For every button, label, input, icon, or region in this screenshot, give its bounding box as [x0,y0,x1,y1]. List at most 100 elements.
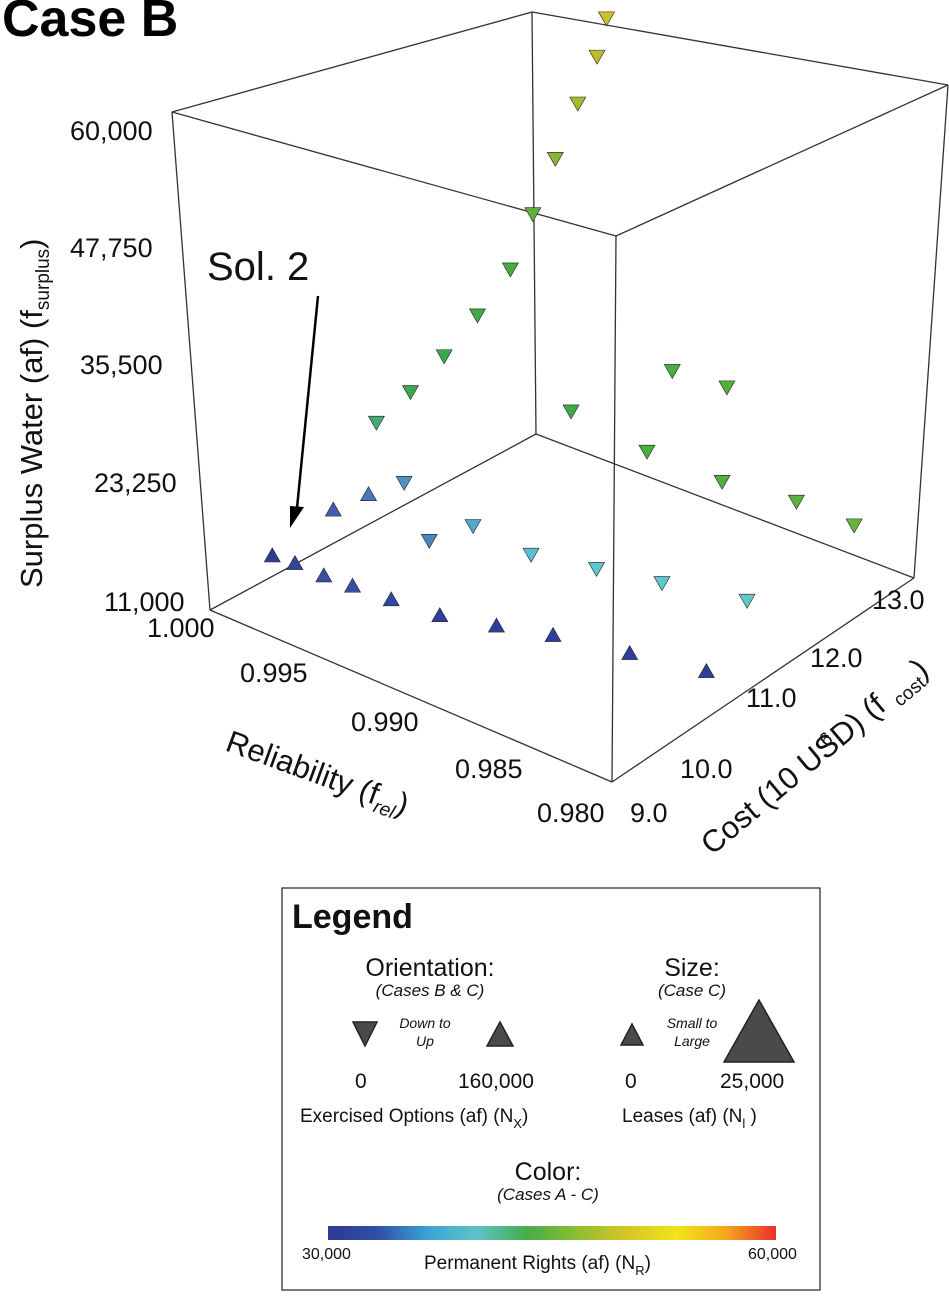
box-edge-front-vertical [611,235,617,783]
colorbar [328,1226,776,1240]
orientation-cases: (Cases B & C) [376,981,485,1000]
data-point [546,152,564,167]
rel-tick-label: 0.980 [537,798,605,828]
data-point [544,626,562,642]
color-heading: Color: [515,1158,582,1186]
large-triangle-icon [722,998,796,1063]
cost-tick-label: 13.0 [872,585,925,615]
size-cases: (Case C) [658,981,726,1000]
data-point [524,207,542,223]
small-triangle-icon [619,1022,645,1046]
legend: Legend Orientation: (Cases B & C) Down t… [281,887,821,1291]
data-point [522,547,540,563]
box-edge-right-vertical [913,84,949,579]
size-max: 25,000 [720,1070,784,1093]
data-point [638,444,656,460]
size-heading: Size: [664,954,720,982]
data-point [787,494,805,510]
cost-tick-label: 11.0 [746,683,797,713]
leases-label: Leases (af) (Nl ) [622,1106,757,1131]
size-min: 0 [625,1070,637,1093]
data-point [697,662,715,678]
data-point [420,533,438,549]
data-point [367,415,385,431]
data-point [315,567,333,583]
data-point [382,591,400,607]
exercised-options-label: Exercised Options (af) (NX) [300,1106,528,1131]
data-point [569,96,587,112]
box-edge-top-front-left [171,111,617,237]
rel-tick-label: 0.990 [351,707,419,737]
z-axis-label: Surplus Water (af) (fsurplus) [14,239,54,589]
data-point [435,349,453,365]
z-tick-label: 60,000 [70,116,153,146]
data-point [597,11,616,27]
cost-tick-label: 12.0 [810,643,863,673]
data-point [845,518,863,534]
color-cases: (Cases A - C) [497,1185,599,1204]
data-point [663,364,681,380]
orientation-desc-2: Up [416,1033,434,1049]
box-edge-bottom-back-right [535,433,915,579]
orientation-heading: Orientation: [365,954,494,982]
rel-tick-label: 1.000 [147,613,215,643]
data-point [621,644,639,660]
box-edge-back-vertical [531,11,537,435]
sol-2-arrow-head [290,506,304,528]
sol-2-arrow-shaft [295,295,320,509]
data-point [344,577,362,593]
data-point [738,593,756,609]
box-edge-top-front-right [615,84,949,237]
rel-tick-label: 0.995 [240,658,308,688]
data-points [263,11,863,678]
legend-frame [281,887,821,1291]
legend-title: Legend [292,898,413,936]
orientation-max: 160,000 [458,1070,534,1093]
data-point [587,562,606,577]
permanent-rights-label: Permanent Rights (af) (NR) [424,1253,651,1278]
orientation-desc-1: Down to [399,1015,451,1031]
size-desc-1: Small to [667,1015,718,1031]
size-desc-2: Large [674,1033,710,1049]
z-axis-ticks: 60,000 47,750 35,500 23,250 11,000 [70,116,185,617]
box-edge-left-vertical [171,111,211,611]
plot-box [171,11,949,783]
box-edge-bottom-back-left [209,433,537,611]
z-tick-label: 47,750 [70,233,153,263]
z-tick-label: 11,000 [104,587,185,617]
reliability-axis-label: Reliability (frel) [220,724,414,827]
data-point [487,617,505,633]
box-edge-top-back [171,11,533,113]
data-point [588,49,606,65]
chart-title: Case B [2,0,178,48]
data-point [263,547,281,563]
rel-tick-label: 0.985 [455,754,523,784]
data-point [501,262,519,278]
box-edge-bottom-front-right [611,577,915,783]
data-point [562,404,580,420]
box-edge-bottom-front-left [209,609,613,783]
down-triangle-icon [351,1021,379,1048]
data-point [464,519,482,535]
data-point [718,380,736,396]
cost-tick-label: 9.0 [630,798,668,828]
up-triangle-icon [485,1020,515,1047]
sol-2-annotation: Sol. 2 [207,245,309,289]
cost-tick-label: 10.0 [680,754,733,784]
data-point [713,474,731,490]
cost-axis-ticks: 9.0 10.0 11.0 12.0 13.0 [630,585,925,828]
color-min: 30,000 [302,1246,351,1263]
box-edge-top-right [531,11,949,86]
data-point [401,385,420,401]
data-point [395,476,413,491]
z-tick-label: 23,250 [94,468,177,498]
orientation-min: 0 [355,1070,367,1093]
data-point [360,486,378,501]
data-point [653,576,671,592]
data-point [431,607,449,622]
z-tick-label: 35,500 [80,350,163,380]
data-point [468,308,486,324]
data-point [286,555,304,570]
color-max: 60,000 [748,1246,797,1263]
